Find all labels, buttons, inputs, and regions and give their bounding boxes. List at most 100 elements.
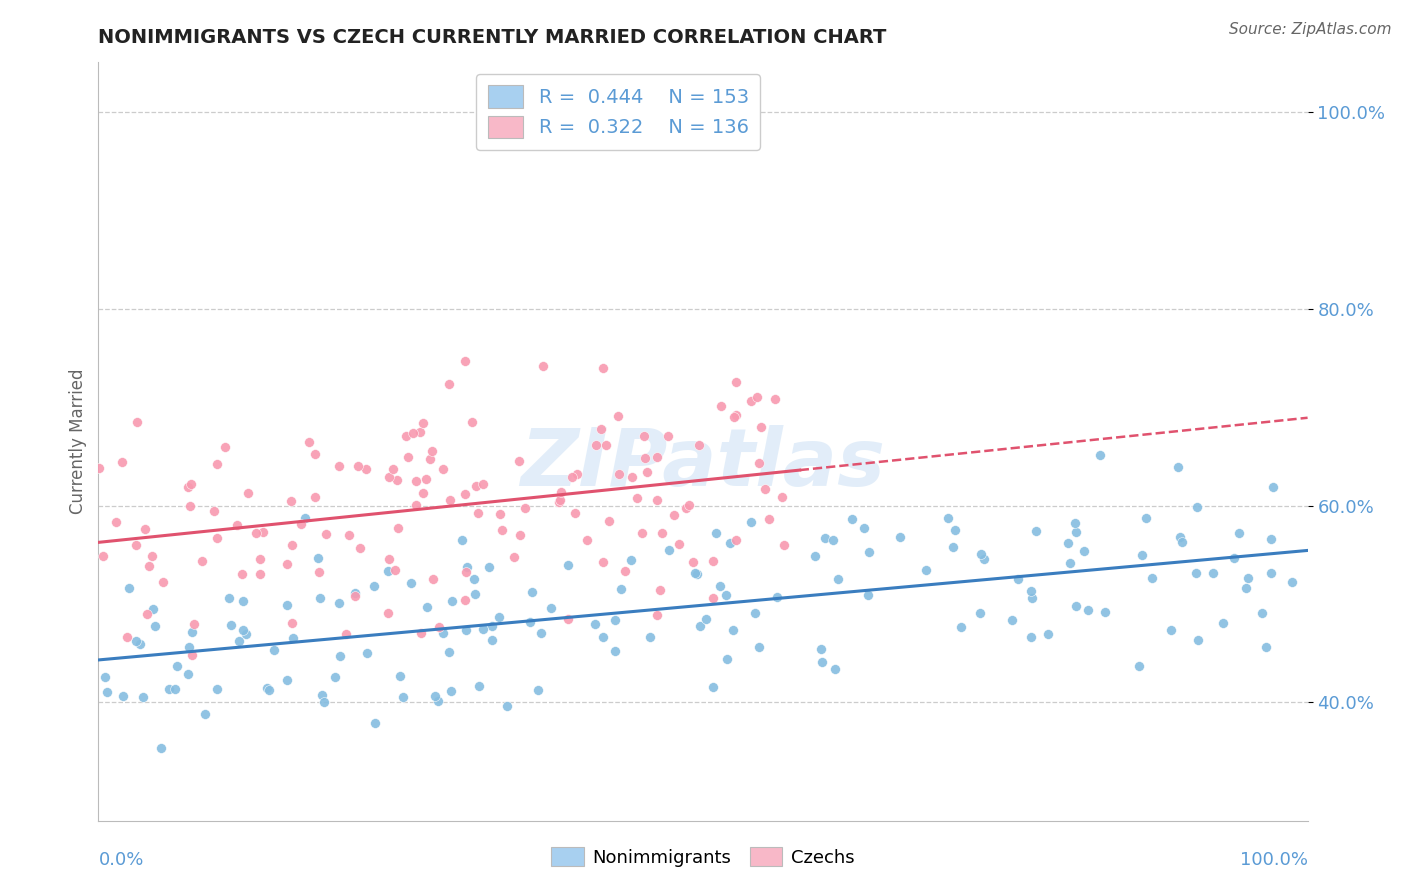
- Point: [180, 648, 202, 662]
- Point: [1135, 510, 1157, 524]
- Point: [914, 563, 936, 577]
- Point: [481, 633, 503, 648]
- Point: [328, 596, 350, 610]
- Point: [740, 515, 762, 529]
- Y-axis label: Currently Married: Currently Married: [69, 368, 87, 515]
- Point: [311, 688, 333, 702]
- Point: [583, 616, 606, 631]
- Point: [231, 566, 253, 581]
- Point: [513, 500, 536, 515]
- Point: [465, 479, 488, 493]
- Point: [94, 670, 117, 684]
- Point: [824, 661, 846, 675]
- Point: [740, 394, 762, 409]
- Point: [664, 508, 686, 522]
- Point: [969, 547, 991, 561]
- Point: [716, 652, 738, 666]
- Text: Source: ZipAtlas.com: Source: ZipAtlas.com: [1229, 22, 1392, 37]
- Point: [1057, 535, 1080, 549]
- Point: [378, 552, 401, 566]
- Point: [749, 420, 772, 434]
- Point: [682, 555, 704, 569]
- Point: [425, 689, 447, 703]
- Point: [384, 564, 406, 578]
- Point: [344, 586, 367, 600]
- Point: [638, 630, 661, 644]
- Point: [1160, 623, 1182, 637]
- Point: [1237, 571, 1260, 585]
- Point: [598, 514, 620, 528]
- Point: [592, 631, 614, 645]
- Point: [686, 566, 709, 581]
- Point: [1185, 500, 1208, 514]
- Point: [773, 538, 796, 552]
- Point: [488, 610, 510, 624]
- Point: [467, 506, 489, 520]
- Point: [93, 549, 115, 563]
- Point: [744, 606, 766, 620]
- Point: [478, 560, 501, 574]
- Point: [811, 656, 834, 670]
- Point: [111, 455, 134, 469]
- Point: [1251, 606, 1274, 620]
- Point: [190, 554, 212, 568]
- Point: [949, 619, 972, 633]
- Point: [688, 438, 710, 452]
- Point: [754, 482, 776, 496]
- Point: [557, 558, 579, 572]
- Point: [508, 454, 530, 468]
- Point: [364, 716, 387, 731]
- Point: [725, 375, 748, 389]
- Point: [841, 512, 863, 526]
- Point: [607, 467, 630, 481]
- Legend: R =  0.444    N = 153, R =  0.322    N = 136: R = 0.444 N = 153, R = 0.322 N = 136: [477, 74, 761, 150]
- Point: [432, 626, 454, 640]
- Point: [419, 452, 441, 467]
- Point: [714, 588, 737, 602]
- Point: [472, 476, 495, 491]
- Point: [626, 491, 648, 505]
- Point: [283, 631, 305, 645]
- Point: [456, 565, 478, 579]
- Point: [1281, 574, 1303, 589]
- Point: [1007, 572, 1029, 586]
- Point: [620, 553, 643, 567]
- Point: [409, 425, 432, 439]
- Point: [724, 533, 747, 547]
- Point: [1202, 566, 1225, 581]
- Point: [969, 606, 991, 620]
- Point: [298, 434, 321, 449]
- Point: [1140, 571, 1163, 585]
- Point: [557, 612, 579, 626]
- Point: [143, 619, 166, 633]
- Point: [382, 461, 405, 475]
- Point: [702, 591, 724, 605]
- Point: [439, 683, 461, 698]
- Point: [723, 409, 745, 424]
- Point: [595, 438, 617, 452]
- Point: [1187, 633, 1209, 648]
- Point: [456, 623, 478, 637]
- Point: [304, 491, 326, 505]
- Point: [685, 566, 707, 580]
- Point: [943, 523, 966, 537]
- Point: [157, 682, 180, 697]
- Point: [689, 619, 711, 633]
- Point: [205, 682, 228, 697]
- Point: [183, 616, 205, 631]
- Point: [454, 593, 477, 607]
- Point: [232, 623, 254, 637]
- Point: [325, 670, 347, 684]
- Point: [290, 517, 312, 532]
- Point: [402, 426, 425, 441]
- Point: [415, 599, 437, 614]
- Point: [236, 485, 259, 500]
- Point: [194, 707, 217, 722]
- Text: 100.0%: 100.0%: [1240, 851, 1308, 869]
- Text: NONIMMIGRANTS VS CZECH CURRENTLY MARRIED CORRELATION CHART: NONIMMIGRANTS VS CZECH CURRENTLY MARRIED…: [98, 28, 887, 47]
- Point: [440, 594, 463, 608]
- Point: [1019, 631, 1042, 645]
- Point: [657, 429, 679, 443]
- Legend: Nonimmigrants, Czechs: Nonimmigrants, Czechs: [544, 840, 862, 874]
- Point: [519, 615, 541, 629]
